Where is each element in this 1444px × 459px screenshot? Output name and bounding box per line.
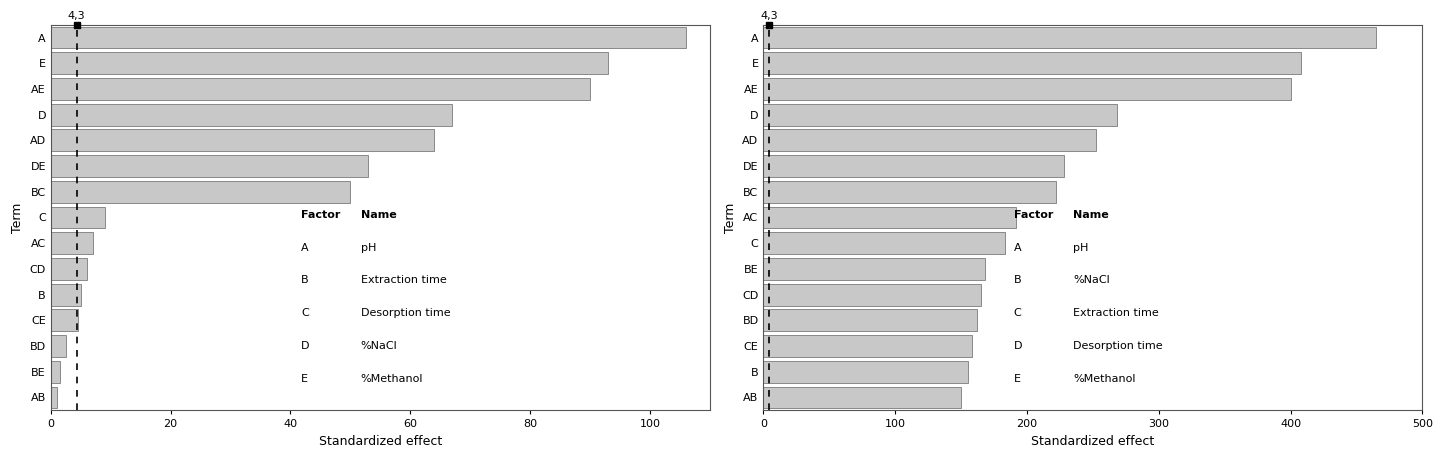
Bar — [51, 52, 608, 74]
Bar — [764, 78, 1291, 100]
Text: Extraction time: Extraction time — [1073, 308, 1160, 318]
Bar — [764, 181, 1056, 203]
Text: Factor: Factor — [302, 210, 341, 220]
Text: D: D — [1014, 341, 1022, 351]
Text: pH: pH — [1073, 242, 1089, 252]
Text: Desorption time: Desorption time — [361, 308, 451, 318]
Bar — [764, 386, 962, 409]
Text: B: B — [1014, 275, 1021, 285]
Bar — [764, 104, 1116, 126]
Bar — [764, 232, 1005, 254]
Text: Name: Name — [1073, 210, 1109, 220]
Bar — [51, 207, 105, 229]
Bar — [51, 232, 92, 254]
Text: Factor: Factor — [1014, 210, 1053, 220]
Y-axis label: Term: Term — [723, 202, 736, 233]
Text: pH: pH — [361, 242, 375, 252]
Bar — [51, 361, 59, 383]
Text: A: A — [302, 242, 309, 252]
Bar — [51, 129, 435, 151]
Bar — [51, 104, 452, 126]
Text: E: E — [1014, 374, 1021, 384]
Bar — [764, 361, 967, 383]
Y-axis label: Term: Term — [12, 202, 25, 233]
Bar — [764, 335, 972, 357]
Bar — [764, 207, 1017, 229]
Text: B: B — [302, 275, 309, 285]
Bar — [764, 155, 1064, 177]
Text: %Methanol: %Methanol — [361, 374, 423, 384]
X-axis label: Standardized effect: Standardized effect — [319, 435, 442, 448]
Bar — [51, 284, 81, 306]
Text: %Methanol: %Methanol — [1073, 374, 1135, 384]
Bar — [51, 78, 591, 100]
Bar — [51, 309, 78, 331]
Text: D: D — [302, 341, 309, 351]
Bar — [764, 309, 978, 331]
Bar — [51, 258, 87, 280]
Text: Desorption time: Desorption time — [1073, 341, 1162, 351]
Bar — [764, 27, 1376, 49]
X-axis label: Standardized effect: Standardized effect — [1031, 435, 1155, 448]
Bar — [764, 284, 980, 306]
Bar — [51, 386, 56, 409]
Text: C: C — [302, 308, 309, 318]
Bar — [51, 27, 686, 49]
Text: Extraction time: Extraction time — [361, 275, 446, 285]
Bar — [51, 155, 368, 177]
Text: %NaCl: %NaCl — [1073, 275, 1110, 285]
Bar — [51, 335, 66, 357]
Text: A: A — [1014, 242, 1021, 252]
Bar — [51, 181, 351, 203]
Bar — [764, 52, 1301, 74]
Bar — [764, 258, 985, 280]
Text: 4,3: 4,3 — [68, 11, 85, 21]
Text: C: C — [1014, 308, 1021, 318]
Text: E: E — [302, 374, 308, 384]
Text: %NaCl: %NaCl — [361, 341, 397, 351]
Bar — [764, 129, 1096, 151]
Text: 4,3: 4,3 — [760, 11, 778, 21]
Text: Name: Name — [361, 210, 396, 220]
